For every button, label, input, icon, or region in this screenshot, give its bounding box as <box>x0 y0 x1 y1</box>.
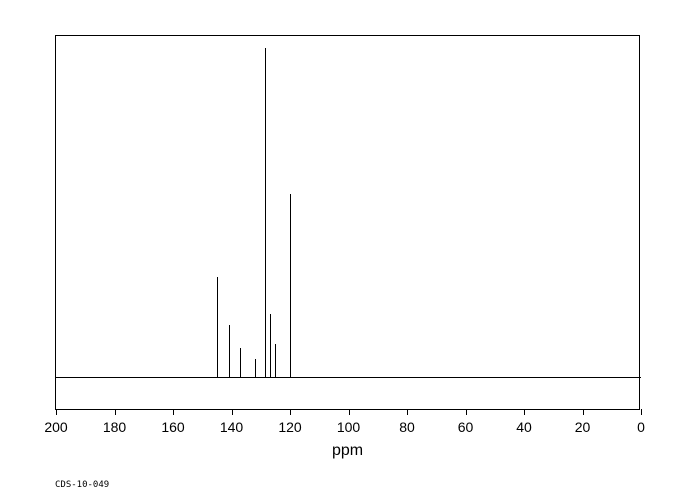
x-tick <box>115 409 116 415</box>
peak <box>290 194 291 378</box>
x-tick-label: 20 <box>575 419 591 435</box>
x-tick <box>583 409 584 415</box>
x-tick-label: 180 <box>103 419 126 435</box>
x-tick <box>173 409 174 415</box>
peak <box>265 48 266 378</box>
x-tick <box>641 409 642 415</box>
peak <box>229 325 230 378</box>
x-tick-label: 40 <box>516 419 532 435</box>
x-tick-label: 60 <box>458 419 474 435</box>
x-tick-label: 0 <box>637 419 645 435</box>
x-tick-label: 200 <box>44 419 67 435</box>
plot-frame: 200180160140120100806040200 <box>55 35 640 410</box>
x-tick <box>407 409 408 415</box>
x-tick-label: 100 <box>337 419 360 435</box>
peak <box>255 359 256 378</box>
x-tick <box>290 409 291 415</box>
x-tick <box>466 409 467 415</box>
x-tick-label: 160 <box>161 419 184 435</box>
peak <box>217 277 218 378</box>
x-tick <box>524 409 525 415</box>
peak <box>240 348 241 378</box>
plot-area: 200180160140120100806040200 ppm <box>55 35 640 410</box>
caption-label: CDS-10-049 <box>55 480 109 490</box>
x-axis-label: ppm <box>332 442 363 460</box>
x-tick <box>56 409 57 415</box>
peak <box>270 314 271 378</box>
peak <box>275 344 276 378</box>
spectrum-baseline <box>56 377 641 378</box>
x-tick <box>349 409 350 415</box>
x-tick <box>232 409 233 415</box>
x-tick-label: 140 <box>220 419 243 435</box>
x-tick-label: 80 <box>399 419 415 435</box>
x-tick-label: 120 <box>278 419 301 435</box>
